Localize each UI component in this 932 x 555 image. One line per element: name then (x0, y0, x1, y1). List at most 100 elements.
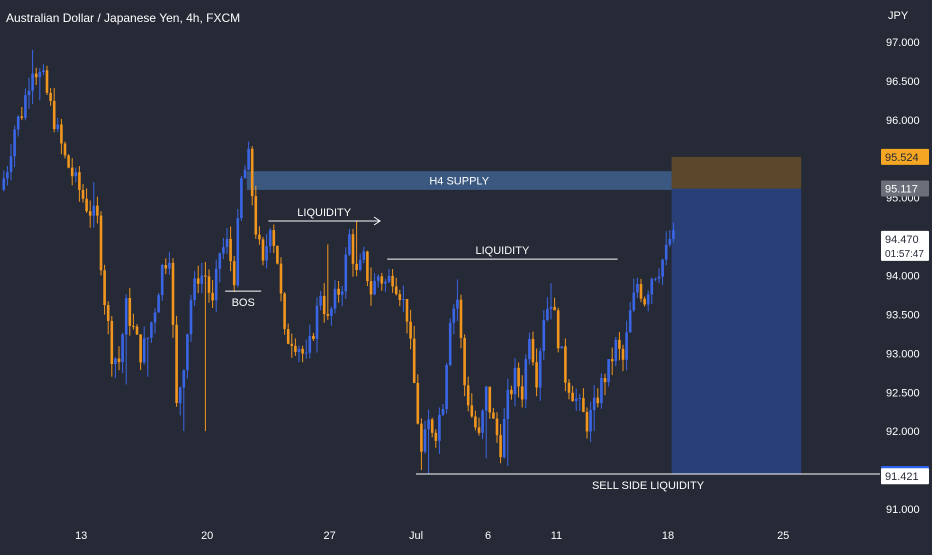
candle (344, 247, 348, 299)
badge-countdown: 01:57:47 (885, 249, 924, 260)
y-tick-label: 92.000 (886, 426, 920, 438)
candle (337, 280, 340, 303)
currency-label: JPY (888, 10, 909, 22)
candle-body (42, 70, 45, 72)
candle-body (420, 423, 423, 452)
candle (27, 77, 31, 109)
candle (538, 347, 542, 401)
candle-body (380, 276, 384, 284)
annotation[interactable]: LIQUIDITY (268, 207, 381, 226)
price-axis[interactable]: JPY97.00096.50096.00095.50095.00094.5009… (880, 0, 932, 550)
candle-body (315, 305, 319, 340)
time-axis[interactable]: 13 20 27 Jul 6 11 18 25 (0, 518, 932, 550)
candle (466, 376, 470, 412)
candle-body (632, 292, 636, 311)
candle-body (427, 419, 430, 430)
candle (121, 332, 124, 374)
candle (513, 358, 517, 407)
candle (182, 369, 186, 432)
candle (236, 208, 240, 288)
candle-body (510, 389, 513, 395)
candle-body (355, 263, 358, 270)
candle-body (358, 259, 362, 270)
candle-body (528, 338, 531, 360)
candle (517, 362, 520, 398)
badge-value: 95.524 (885, 152, 919, 164)
stop-zone[interactable] (671, 156, 802, 189)
candle (434, 429, 438, 448)
candle-body (603, 377, 607, 383)
candle-body (373, 280, 376, 295)
annotation[interactable]: BOS (225, 290, 262, 309)
candle (103, 264, 106, 315)
candle-body (175, 324, 178, 404)
price-badge-entry[interactable]: 95.117 (881, 180, 929, 197)
candle (402, 285, 405, 313)
annotation[interactable]: LIQUIDITY (387, 245, 618, 260)
x-tick-label: Jul (409, 530, 423, 542)
candle-body (99, 215, 103, 271)
price-badge-low2[interactable]: 91.421 (881, 468, 929, 485)
candle (463, 334, 466, 397)
candle-body (434, 432, 438, 441)
candle (420, 418, 423, 471)
candle-body (366, 251, 369, 282)
candle-body (412, 338, 416, 383)
candle (211, 280, 214, 309)
candle (560, 346, 564, 349)
price-badge-stop[interactable]: 95.524 (881, 148, 929, 165)
candle (2, 170, 6, 192)
price-badge-price[interactable]: 94.470 01:57:47 (881, 230, 929, 261)
candle-body (38, 71, 42, 78)
candle (189, 294, 193, 342)
target-zone[interactable] (671, 188, 802, 475)
candle (528, 332, 531, 365)
candle-layer (2, 49, 675, 474)
candle (661, 258, 664, 285)
candle-body (538, 351, 542, 388)
candle (312, 332, 315, 341)
annotation[interactable]: SELL SIDE LIQUIDITY (416, 473, 880, 492)
candle-body (621, 348, 625, 360)
candle-body (564, 346, 567, 383)
x-tick-label: 25 (777, 530, 789, 542)
candle-body (402, 299, 405, 301)
candle (387, 269, 391, 284)
candle-body (470, 405, 474, 417)
candle-body (20, 116, 24, 118)
candle (423, 420, 427, 454)
candle (488, 386, 492, 419)
supply-zone[interactable] (246, 171, 672, 190)
candle-body (664, 244, 668, 260)
annotation-layer: LIQUIDITY LIQUIDITY BOS SELL SIDE LIQUIDITY (225, 207, 880, 492)
candle (376, 274, 380, 288)
candle (340, 286, 344, 307)
candle-body (106, 305, 110, 321)
candle-body (276, 245, 279, 264)
candle-body (459, 299, 463, 338)
candle-body (265, 246, 268, 261)
y-tick-label: 93.500 (886, 309, 920, 321)
candle-body (168, 262, 171, 269)
candle (139, 334, 142, 370)
candle (481, 409, 484, 440)
candle-body (319, 295, 322, 306)
candle-body (506, 389, 510, 420)
candle-body (243, 169, 247, 179)
candle (384, 278, 387, 292)
candle (582, 388, 585, 413)
candle (549, 283, 553, 320)
candle (34, 67, 38, 86)
badge-value: 91.421 (885, 471, 919, 483)
candle-body (88, 211, 92, 216)
candle (304, 339, 308, 359)
candle (452, 304, 456, 335)
candle-body (142, 338, 146, 363)
candle (196, 265, 200, 294)
candle-body (301, 348, 304, 354)
candle (603, 373, 607, 396)
candle-body (117, 358, 121, 363)
candle-body (495, 418, 499, 436)
candle-body (13, 129, 16, 157)
